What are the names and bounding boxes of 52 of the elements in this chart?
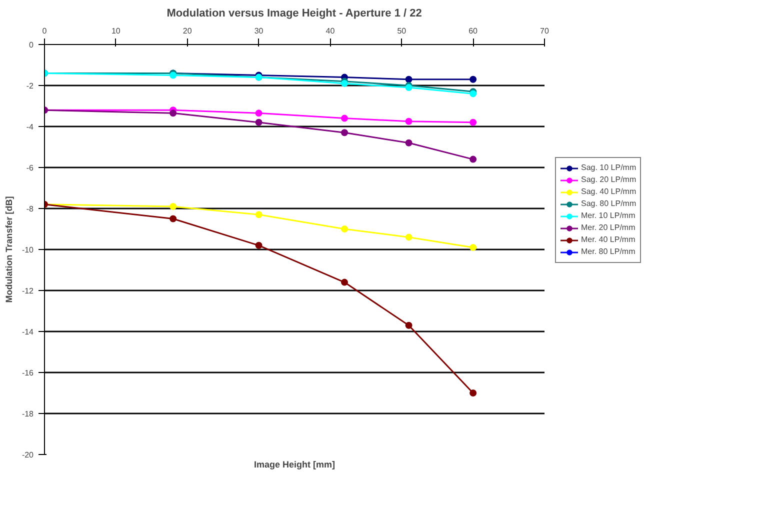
point: [470, 156, 477, 163]
legend-label: Sag. 80 LP/mm: [581, 198, 636, 210]
y-tick-label: -20: [22, 450, 34, 460]
x-tick-label: 30: [254, 26, 264, 36]
y-tick-label: -18: [22, 410, 34, 418]
point: [405, 118, 412, 125]
point: [405, 234, 412, 241]
point: [341, 114, 348, 122]
y-axis-title: Modulation Transfer [dB]: [4, 196, 14, 303]
point: [255, 211, 262, 218]
legend-label: Sag. 10 LP/mm: [581, 162, 636, 174]
y-tick-label: 0: [29, 40, 34, 50]
point: [255, 242, 262, 249]
point: [405, 76, 412, 83]
y-tick-label: -14: [22, 328, 34, 336]
point: [405, 84, 412, 92]
point: [341, 226, 348, 232]
legend-label: Mer. 40 LP/mm: [581, 234, 636, 246]
x-tick-label: 70: [540, 26, 550, 36]
legend-label: Sag. 40 LP/mm: [581, 186, 636, 198]
point: [470, 390, 477, 396]
point: [470, 118, 477, 126]
point: [341, 278, 348, 286]
x-tick-label: 20: [182, 26, 192, 36]
y-tick-label: -2: [26, 82, 34, 90]
y-tick-label: -10: [22, 246, 34, 254]
chart-title: Modulation versus Image Height - Aperture 1 / 22: [166, 8, 422, 20]
point: [255, 118, 262, 126]
y-tick-label: -12: [22, 286, 34, 296]
x-tick-label: 50: [397, 26, 407, 36]
point: [405, 322, 412, 329]
legend-label: Mer. 80 LP/mm: [581, 246, 636, 258]
point: [405, 139, 412, 146]
x-tick-label: 0: [42, 26, 48, 36]
legend-label: Sag. 20 LP/mm: [581, 174, 636, 186]
x-axis-title: Image Height [mm]: [254, 460, 336, 470]
y-tick-label: -8: [26, 204, 34, 214]
point: [170, 202, 177, 210]
y-tick-label: -16: [22, 368, 34, 378]
point: [341, 129, 348, 136]
legend-label: Mer. 20 LP/mm: [581, 222, 636, 234]
legend-label: Mer. 10 LP/mm: [581, 210, 636, 222]
x-tick-label: 40: [326, 26, 336, 36]
point: [255, 110, 262, 117]
point: [170, 215, 177, 222]
point: [470, 76, 477, 83]
point: [470, 244, 477, 251]
point: [170, 110, 177, 117]
y-tick-label: -4: [26, 122, 34, 132]
y-tick-label: -6: [26, 164, 34, 172]
x-tick-label: 60: [468, 26, 478, 36]
x-tick-label: 10: [111, 26, 121, 36]
